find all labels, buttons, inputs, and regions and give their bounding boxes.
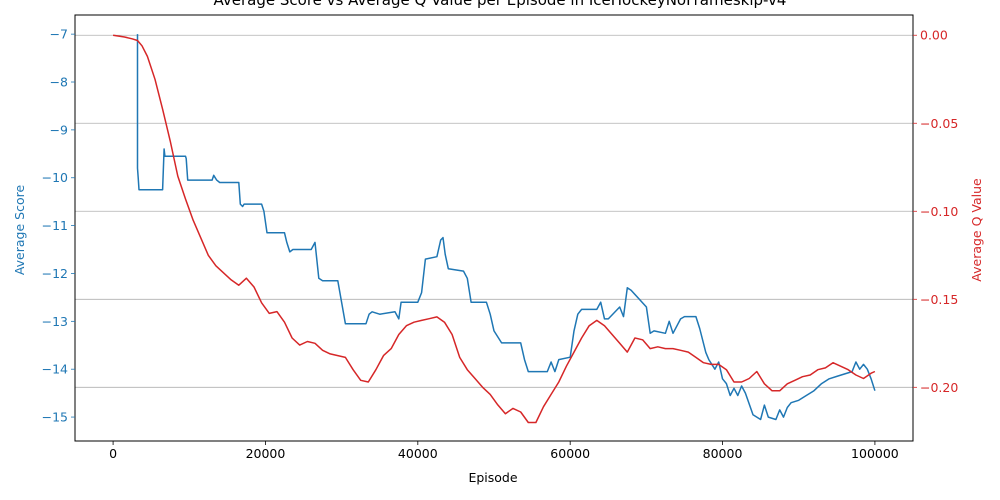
y-right-tick-label-0: 0.00 (920, 28, 948, 43)
y-axis-left-label: Average Score (12, 185, 27, 276)
plot-frame (74, 14, 914, 442)
y-right-tick-label-4: −0.20 (920, 380, 958, 395)
y-right-tick-label-3: −0.15 (920, 292, 958, 307)
y-right-tick-label-2: −0.10 (920, 204, 958, 219)
y-left-tick-label-4: −11 (42, 218, 68, 233)
y-left-tick-label-3: −10 (42, 170, 68, 185)
x-tick-label-2: 40000 (398, 446, 438, 461)
y-left-tick-label-1: −8 (50, 75, 68, 90)
y-axis-right-label: Average Q Value (969, 178, 984, 282)
x-axis-label: Episode (468, 470, 517, 485)
y-left-tick-label-6: −13 (42, 314, 68, 329)
x-tick-label-1: 20000 (246, 446, 286, 461)
chart-title: Average Score vs Average Q Value per Epi… (214, 0, 787, 9)
y-left-tick-label-7: −14 (42, 362, 68, 377)
y-left-tick-label-2: −9 (50, 122, 68, 137)
x-tick-label-4: 80000 (703, 446, 743, 461)
grid-layer (75, 34, 913, 388)
y-left-tick-label-0: −7 (50, 27, 68, 42)
axis-layer: 0 20000 40000 60000 80000 100000 −7 −8 −9 −10 −11 −… (42, 27, 959, 461)
x-tick-label-3: 60000 (550, 446, 590, 461)
x-tick-label-5: 100000 (851, 446, 899, 461)
series-line-right (112, 34, 876, 424)
y-left-tick-label-5: −12 (42, 266, 68, 281)
series-layer (112, 34, 876, 424)
x-tick-label-0: 0 (109, 446, 117, 461)
y-left-tick-label-8: −15 (42, 410, 68, 425)
y-right-tick-label-1: −0.05 (920, 116, 958, 131)
series-line-left (136, 34, 876, 421)
